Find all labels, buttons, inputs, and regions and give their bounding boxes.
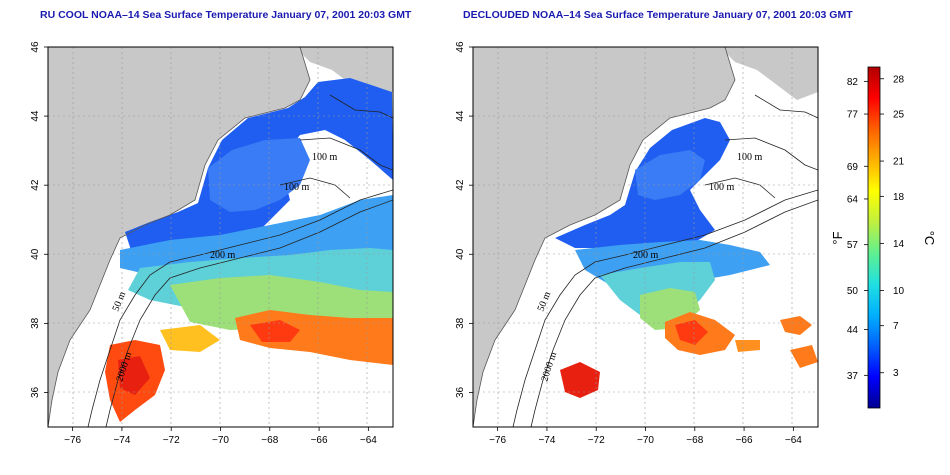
x-tick-label: −72 <box>163 435 180 446</box>
celsius-tick-label: 25 <box>893 110 905 121</box>
fahrenheit-tick-label: 44 <box>847 325 859 336</box>
fahrenheit-unit-label: °F <box>830 231 845 244</box>
fahrenheit-tick-label: 37 <box>847 371 859 382</box>
sst-warm-water <box>560 312 818 398</box>
fahrenheit-tick-label: 82 <box>847 77 859 88</box>
right-map-panel: 100 m 100 m 200 m 50 m 2000 m −76 −74 −72−… <box>455 41 819 446</box>
x-tick-label: −72 <box>588 435 605 446</box>
colorbar: 28 25 21 18 14 10 7 3 82 77 69 64 57 50 44 37 °F °C <box>830 66 937 409</box>
contour-label-200m: 200 m <box>210 250 236 261</box>
left-panel-title: RU COOL NOAA–14 Sea Surface Temperature … <box>40 9 412 21</box>
contour-label-100m-a: 100 m <box>737 152 763 163</box>
fahrenheit-tick-label: 57 <box>847 240 859 251</box>
right-panel-title: DECLOUDED NOAA–14 Sea Surface Temperatur… <box>463 9 853 21</box>
y-tick-label: 40 <box>455 248 466 260</box>
contour-label-100m-a: 100 m <box>312 152 338 163</box>
contour-label-200m: 200 m <box>633 250 659 261</box>
left-map-panel: 100 m 100 m 200 m 50 m 2000 m −76 −74 −72−… <box>30 41 394 446</box>
y-tick-label: 38 <box>30 317 41 329</box>
bathymetry-contours <box>87 94 393 427</box>
fahrenheit-tick-label: 69 <box>847 162 859 173</box>
x-tick-label: −70 <box>637 435 654 446</box>
bathymetry-contours <box>512 94 818 427</box>
contour-label-100m-b: 100 m <box>284 182 310 193</box>
sst-green-water <box>128 248 393 330</box>
x-tick-label: −68 <box>686 435 703 446</box>
x-tick-label: −74 <box>538 435 555 446</box>
celsius-tick-label: 3 <box>893 368 899 379</box>
y-tick-label: 46 <box>30 41 41 53</box>
y-tick-label: 38 <box>455 317 466 329</box>
contour-label-2000m: 2000 m <box>539 351 559 383</box>
x-tick-label: −76 <box>489 435 506 446</box>
celsius-tick-label: 14 <box>893 239 905 250</box>
celsius-unit-label: °C <box>922 231 937 246</box>
celsius-tick-label: 21 <box>893 157 905 168</box>
x-tick-label: −70 <box>212 435 229 446</box>
x-tick-label: −64 <box>785 435 802 446</box>
y-tick-label: 42 <box>30 179 41 191</box>
colorbar-gradient <box>867 66 881 409</box>
y-tick-label: 36 <box>30 386 41 398</box>
left-axes: −76 −74 −72 −70 −68 −66 −64 36 38 40 42 44 46 <box>30 41 377 446</box>
y-tick-label: 44 <box>455 110 466 122</box>
fahrenheit-tick-label: 50 <box>847 286 859 297</box>
x-tick-label: −68 <box>261 435 278 446</box>
y-tick-label: 42 <box>455 179 466 191</box>
y-tick-label: 36 <box>455 386 466 398</box>
y-tick-label: 46 <box>455 41 466 53</box>
x-tick-label: −76 <box>64 435 81 446</box>
fahrenheit-tick-label: 64 <box>847 194 859 205</box>
x-tick-label: −66 <box>311 435 328 446</box>
colorbar-ticks: 28 25 21 18 14 10 7 3 82 77 69 64 57 50 44 37 <box>847 74 905 382</box>
graticule <box>473 47 818 427</box>
contour-label-100m-b: 100 m <box>709 182 735 193</box>
graticule <box>48 47 393 427</box>
celsius-tick-label: 7 <box>893 321 899 332</box>
fahrenheit-tick-label: 77 <box>847 110 859 121</box>
y-tick-label: 44 <box>30 110 41 122</box>
celsius-tick-label: 10 <box>893 286 905 297</box>
celsius-tick-label: 28 <box>893 74 905 85</box>
sst-warm-water <box>105 310 393 422</box>
land-mass <box>473 47 818 427</box>
y-tick-label: 40 <box>30 248 41 260</box>
x-tick-label: −74 <box>113 435 130 446</box>
x-tick-label: −66 <box>736 435 753 446</box>
right-axes: −76 −74 −72 −70 −68 −66 −64 36 38 40 42 44 46 <box>455 41 802 446</box>
celsius-tick-label: 18 <box>893 192 905 203</box>
x-tick-label: −64 <box>360 435 377 446</box>
